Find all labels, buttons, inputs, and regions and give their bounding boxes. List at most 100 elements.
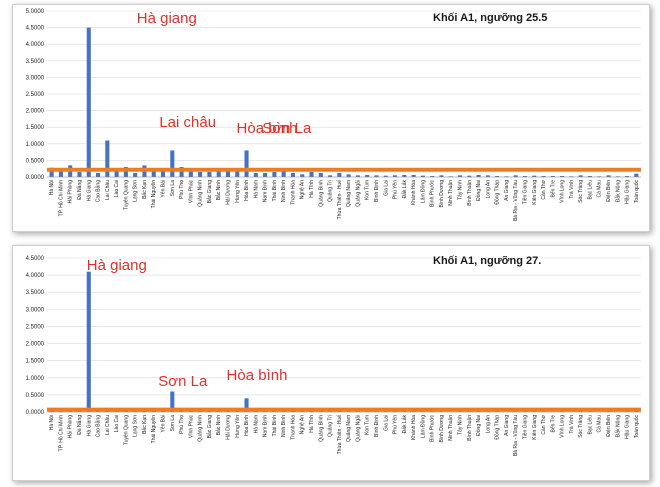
y-tick-label: 4.0000 [26, 42, 45, 48]
x-tick-label-ha-nam: Hà Nam [253, 415, 259, 433]
x-tick-label-thai-nguyen: Thái Nguyên [151, 415, 157, 444]
y-tick-label: 4.0000 [26, 273, 45, 279]
x-tick-label-ca-mau: Cà Mau [597, 180, 603, 198]
bar-ha-tinh [309, 172, 314, 177]
x-tick-label-nghe-an: Nghệ An [300, 180, 306, 199]
bar-bac-giang [207, 411, 212, 412]
x-tick-label-kon-tum: Kon Tum [365, 415, 371, 435]
bar-hung-yen [235, 169, 240, 177]
x-tick-label-hau-giang: Hậu Giang [625, 415, 631, 439]
x-tick-label-vinh-long: Vĩnh Long [560, 415, 566, 438]
bar-binh-duong [439, 175, 444, 177]
bar-quang-ngai [355, 175, 360, 177]
bar-tp-ho-chi-minh [58, 171, 63, 177]
x-tick-label-binh-dinh: Bình Định [374, 180, 380, 202]
x-tick-label-yen-bai: Yên Bái [161, 180, 167, 198]
x-tick-label-quang-ngai: Quảng Ngãi [355, 180, 361, 207]
x-tick-label-tp-ho-chi-minh: TP. Hồ Chí Minh [58, 180, 64, 217]
bar-lai-chau [105, 140, 110, 177]
x-tick-label-hau-giang: Hậu Giang [625, 180, 631, 204]
bar-ha-tinh [309, 411, 314, 412]
bar-vinh-phuc [188, 411, 193, 412]
x-tick-label-thua-thien-hue: Thừa Thiên - Huế [337, 180, 343, 220]
x-tick-label-cao-bang: Cao Bằng [95, 180, 102, 202]
x-tick-label-tay-ninh: Tây Ninh [458, 180, 464, 200]
bar-binh-dinh [374, 175, 379, 177]
x-tick-label-phu-tho: Phú Thọ [179, 180, 185, 199]
annotation-lai-chau: Lai châu [159, 114, 216, 131]
x-tick-label-son-la: Sơn La [170, 415, 176, 432]
bar-nam-dinh [263, 173, 268, 177]
chart-title: Khối A1, ngưỡng 27. [433, 255, 541, 267]
x-tick-label-kon-tum: Kon Tum [365, 180, 371, 200]
bar-kon-tum [365, 175, 370, 177]
x-tick-label-ninh-binh: Ninh Bình [281, 415, 287, 437]
x-tick-label-dien-bien: Điện Biên [606, 180, 612, 202]
bar-thai-nguyen [151, 169, 156, 177]
bar-soc-trang [578, 175, 583, 177]
bar-dong-nai [476, 175, 481, 177]
y-tick-label: 1.0000 [26, 376, 45, 382]
bar-quang-ninh [198, 411, 203, 412]
x-tick-label-ha-tinh: Hà Tĩnh [309, 180, 315, 198]
bar-quang-ninh [198, 172, 203, 177]
y-tick-label: 2.5000 [26, 92, 45, 98]
bar-lang-son [133, 173, 138, 177]
x-tick-label-binh-phuoc: Bình Phước [430, 180, 436, 207]
bar-ha-giang [86, 27, 91, 177]
y-tick-label: 2.0000 [26, 109, 45, 115]
x-tick-label-dak-nong: Đắk Nông [614, 180, 621, 202]
bar-ninh-binh [281, 170, 286, 177]
x-tick-label-vinh-phuc: Vĩnh Phúc [188, 415, 194, 439]
bar-lam-dong [420, 175, 425, 177]
x-tick-label-phu-yen: Phú Yên [393, 415, 399, 434]
x-tick-label-dak-lak: Đắk Lắk [401, 180, 408, 199]
x-tick-label-binh-duong: Bình Dương [439, 180, 445, 208]
bar-thai-binh [272, 172, 277, 177]
x-tick-label-thanh-hoa: Thanh Hóa [290, 180, 296, 205]
bar-quang-tri [328, 175, 333, 177]
x-tick-label-quang-tri: Quảng Trị [328, 415, 334, 437]
y-tick-label: 1.0000 [26, 142, 45, 148]
bar-kien-giang [532, 175, 537, 177]
x-tick-label-ha-noi: Hà Nội [49, 415, 55, 430]
x-tick-label-nghe-an: Nghệ An [300, 415, 306, 434]
bar-thua-thien-hue [337, 173, 342, 177]
y-tick-label: 2.0000 [26, 342, 45, 348]
x-tick-label-bac-lieu: Bạc Liêu [587, 415, 593, 435]
x-tick-label-bac-giang: Bắc Giang [206, 180, 213, 204]
x-tick-label-long-an: Long An [485, 415, 491, 434]
x-tick-label-ca-mau: Cà Mau [597, 415, 603, 433]
x-tick-label-bac-giang: Bắc Giang [206, 415, 213, 439]
bar-bac-lieu [587, 176, 592, 177]
y-tick-label: 3.5000 [26, 59, 45, 65]
x-tick-label-thua-thien-hue: Thừa Thiên - Huế [337, 415, 343, 455]
bar-ninh-binh [281, 411, 286, 412]
bar-dong-thap [495, 176, 500, 177]
y-tick-label: 4.5000 [26, 26, 45, 32]
bar-tp-ho-chi-minh [58, 411, 63, 412]
x-tick-label-tuyen-quang: Tuyên Quang [123, 180, 129, 210]
x-tick-label-lang-son: Lạng Sơn [133, 415, 139, 437]
bar-can-tho [541, 176, 546, 177]
bar-yen-bai [160, 168, 166, 177]
bar-da-nang [77, 411, 82, 412]
y-tick-label: 0.0000 [26, 175, 45, 181]
x-tick-label-quang-nam: Quảng Nam [346, 180, 352, 207]
bar-tuyen-quang [123, 167, 128, 177]
x-tick-label-quang-ngai: Quảng Ngãi [355, 415, 361, 442]
y-tick-label: 3.0000 [26, 307, 45, 313]
x-tick-label-bac-kan: Bắc Kạn [141, 415, 148, 434]
x-tick-label-toan-quoc: Toàn quốc [634, 415, 640, 439]
x-tick-label-ninh-binh: Ninh Bình [281, 180, 287, 202]
bar-hoa-binh [244, 398, 249, 412]
x-tick-label-khanh-hoa: Khánh Hòa [411, 180, 417, 205]
bar-phu-yen [393, 175, 398, 177]
x-tick-label-nam-dinh: Nam Định [263, 180, 269, 202]
x-tick-label-lai-chau: Lai Châu [105, 180, 111, 200]
x-tick-label-cao-bang: Cao Bằng [95, 415, 102, 437]
annotation-son-la: Sơn La [262, 120, 312, 137]
x-tick-label-hoa-binh: Hòa Bình [244, 415, 250, 436]
bar-nam-dinh [263, 411, 268, 412]
x-tick-label-soc-trang: Sóc Trăng [578, 415, 584, 438]
